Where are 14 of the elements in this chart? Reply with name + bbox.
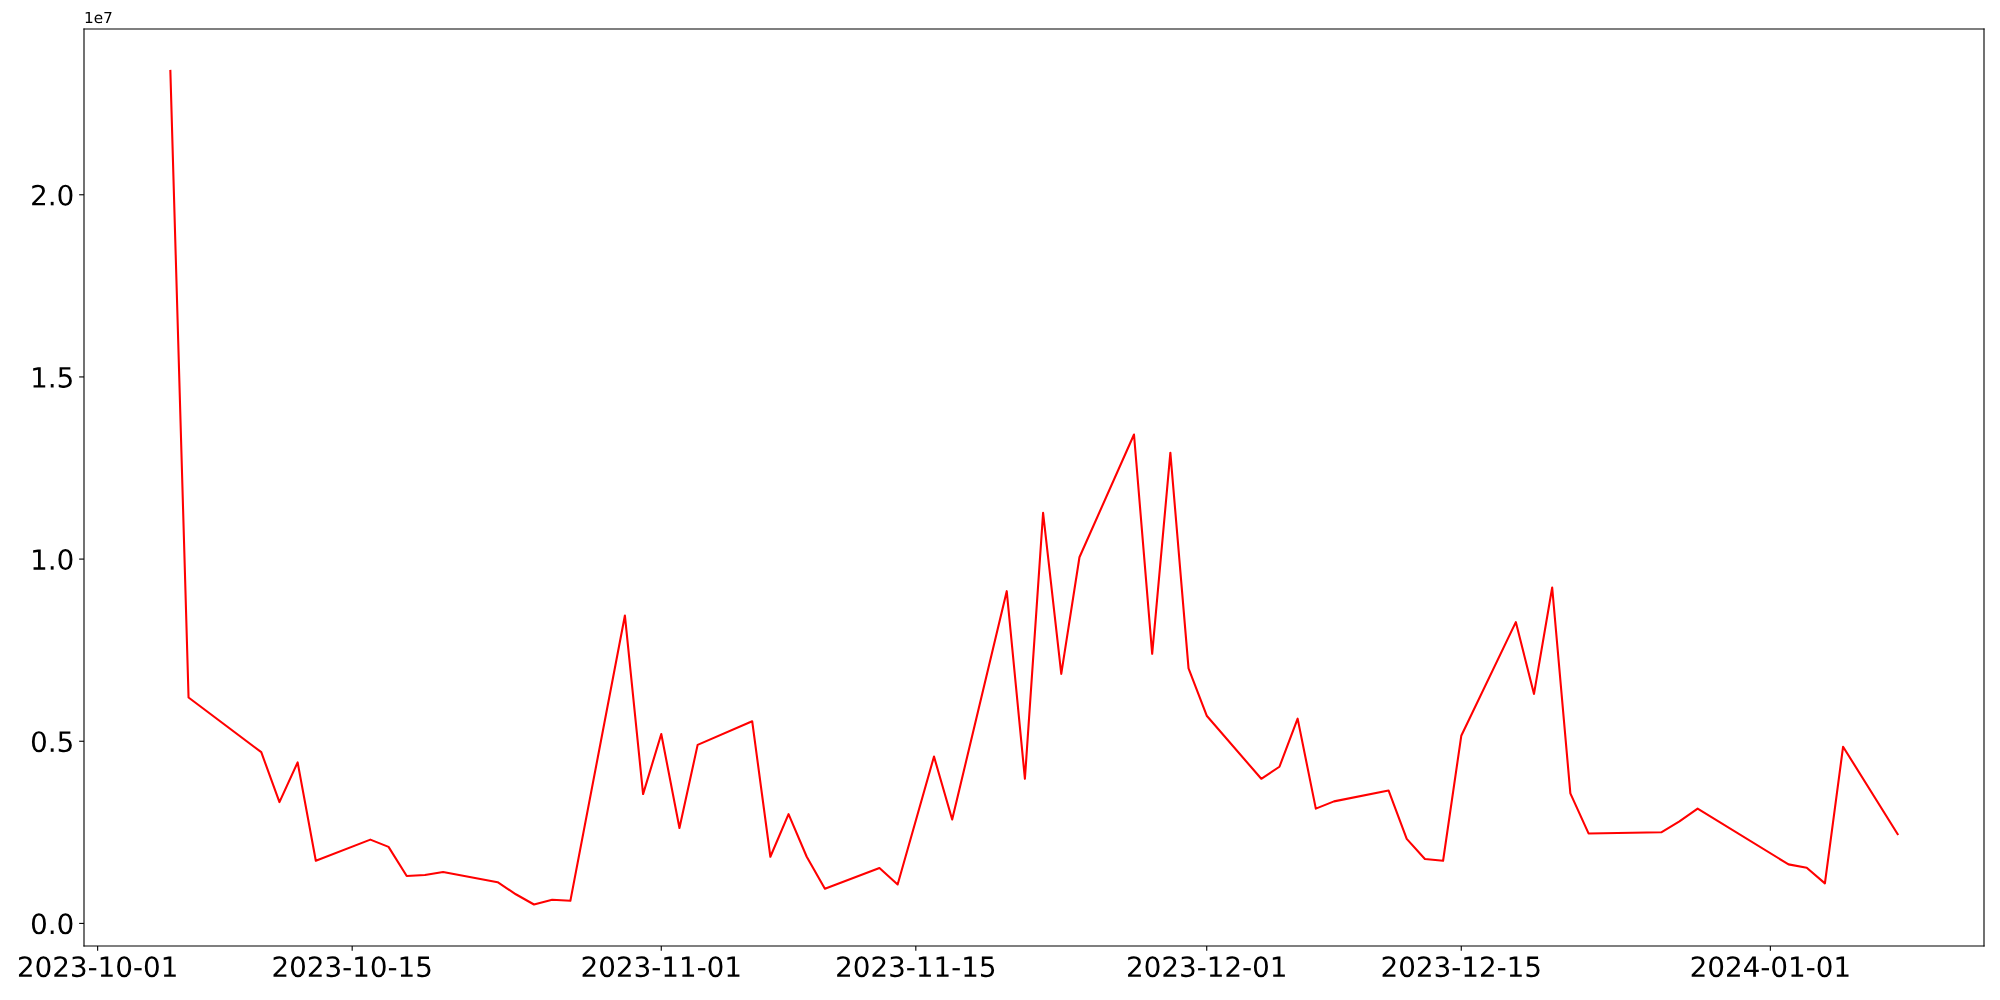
line-series (169, 69, 1899, 906)
x-tick-label: 2023-11-01 (582, 956, 740, 978)
y-tick-label: 2.0 (32, 184, 73, 206)
y-tick-label: 0.0 (31, 913, 73, 935)
y-tick-label: 0.5 (31, 731, 72, 753)
x-tick-label: 2023-10-15 (273, 956, 431, 978)
x-tick-label: 2024-01-01 (1691, 956, 1849, 978)
x-tick-label: 2023-10-01 (18, 956, 176, 978)
text: 1e7 (85, 11, 112, 24)
x-tick-label: 2023-12-01 (1128, 956, 1285, 978)
y-tick-label: 1.5 (33, 367, 72, 388)
x-tick-label: 2023-12-15 (1382, 956, 1540, 978)
y-tick-label: 1.0 (33, 549, 73, 571)
x-tick-label: 2023-11-15 (837, 956, 995, 978)
